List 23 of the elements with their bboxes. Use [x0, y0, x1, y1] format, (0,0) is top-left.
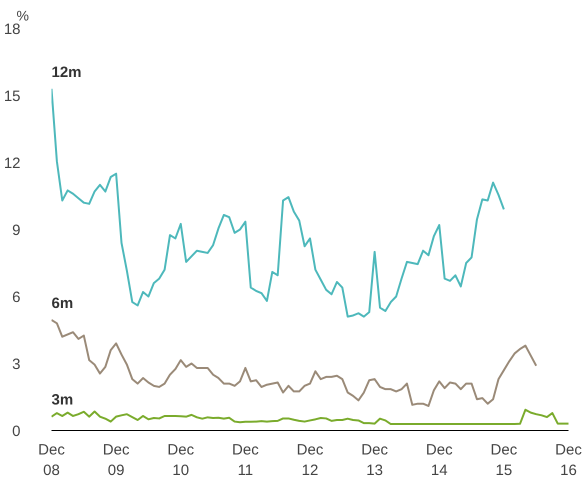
y-axis-title: %: [16, 8, 29, 24]
y-tick-label: 18: [4, 21, 21, 38]
x-tick-label: Dec 12: [296, 442, 324, 479]
y-tick-label: 9: [12, 222, 20, 239]
series-label: 12m: [52, 64, 82, 81]
x-tick-label: Dec 13: [361, 442, 388, 479]
x-tick-label: Dec 10: [167, 442, 195, 479]
x-tick-label: Dec 08: [38, 442, 66, 479]
y-tick-label: 12: [4, 155, 21, 172]
line-series: [52, 88, 505, 318]
x-tick-label: Dec 09: [102, 442, 130, 479]
series-label: 3m: [52, 392, 74, 409]
y-tick-label: 15: [4, 88, 21, 105]
line-series: [52, 318, 538, 407]
y-tick-label: 3: [12, 356, 20, 373]
y-tick-label: 6: [12, 289, 20, 306]
x-tick-label: Dec 11: [232, 442, 260, 479]
x-tick-label: Dec 15: [490, 442, 518, 479]
series-label: 6m: [52, 294, 74, 312]
x-tick-label: Dec 14: [426, 442, 454, 479]
y-tick-label: 0: [12, 423, 20, 440]
line-series: [52, 408, 568, 426]
x-tick-label: Dec 16: [555, 442, 582, 479]
